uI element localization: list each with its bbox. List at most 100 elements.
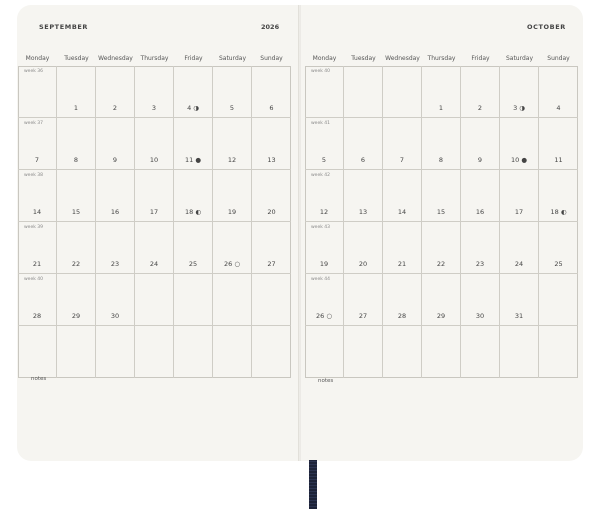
day-cell[interactable]: week 44 26 ○ [305, 274, 344, 326]
day-cell[interactable]: 3 ◑ [500, 66, 539, 118]
day-cell[interactable]: 24 [135, 222, 174, 274]
day-cell[interactable]: 6 [344, 118, 383, 170]
day-cell[interactable]: 29 [422, 274, 461, 326]
day-cell[interactable]: 3 [135, 66, 174, 118]
day-cell[interactable] [383, 66, 422, 118]
day-cell[interactable]: 14 [383, 170, 422, 222]
bookmark-ribbon[interactable] [309, 460, 317, 509]
day-cell[interactable] [135, 326, 174, 378]
day-cell[interactable]: 20 [344, 222, 383, 274]
day-cell[interactable]: 28 [383, 274, 422, 326]
day-cell[interactable]: 6 [252, 66, 291, 118]
day-cell[interactable]: 27 [344, 274, 383, 326]
day-cell[interactable] [539, 326, 578, 378]
day-cell[interactable]: 25 [539, 222, 578, 274]
day-cell[interactable]: 23 [96, 222, 135, 274]
day-cell[interactable]: week 39 21 [18, 222, 57, 274]
day-cell[interactable]: 2 [461, 66, 500, 118]
day-cell[interactable]: 17 [135, 170, 174, 222]
day-cell[interactable]: 15 [422, 170, 461, 222]
day-cell[interactable] [500, 326, 539, 378]
day-cell[interactable]: 10 [135, 118, 174, 170]
day-cell[interactable] [539, 274, 578, 326]
day-cell[interactable]: 4 [539, 66, 578, 118]
weekday-header: Wednesday [385, 55, 420, 62]
day-cell[interactable]: 30 [461, 274, 500, 326]
week-number: week 43 [311, 225, 330, 230]
day-number: 22 [436, 260, 446, 268]
day-cell[interactable]: 15 [57, 170, 96, 222]
day-cell[interactable]: 22 [422, 222, 461, 274]
day-cell[interactable]: 25 [174, 222, 213, 274]
day-cell[interactable]: 19 [213, 170, 252, 222]
day-cell[interactable]: week 43 19 [305, 222, 344, 274]
day-cell[interactable]: week 37 7 [18, 118, 57, 170]
day-cell[interactable]: 17 [500, 170, 539, 222]
day-cell[interactable]: 16 [96, 170, 135, 222]
day-cell[interactable]: 16 [461, 170, 500, 222]
day-cell[interactable]: 2 [96, 66, 135, 118]
day-cell[interactable] [174, 274, 213, 326]
day-cell[interactable]: week 38 14 [18, 170, 57, 222]
weekday-header: Saturday [505, 55, 534, 62]
day-cell[interactable]: 24 [500, 222, 539, 274]
day-cell[interactable]: 18 ◐ [174, 170, 213, 222]
day-cell[interactable]: 13 [344, 170, 383, 222]
day-cell[interactable]: 7 [383, 118, 422, 170]
day-cell[interactable]: 13 [252, 118, 291, 170]
day-cell[interactable] [213, 274, 252, 326]
day-cell[interactable]: 29 [57, 274, 96, 326]
day-cell[interactable]: 27 [252, 222, 291, 274]
day-cell[interactable] [96, 326, 135, 378]
day-cell[interactable] [252, 326, 291, 378]
day-cell[interactable]: 20 [252, 170, 291, 222]
day-cell[interactable] [305, 326, 344, 378]
day-cell[interactable]: 22 [57, 222, 96, 274]
day-cell[interactable]: 1 [57, 66, 96, 118]
day-cell[interactable]: week 41 5 [305, 118, 344, 170]
day-cell[interactable] [252, 274, 291, 326]
day-cell[interactable] [461, 326, 500, 378]
day-cell[interactable]: week 40 28 [18, 274, 57, 326]
day-cell[interactable]: week 36 [18, 66, 57, 118]
day-number: 20 [267, 208, 276, 216]
day-cell[interactable]: 9 [96, 118, 135, 170]
day-cell[interactable]: 8 [422, 118, 461, 170]
day-cell[interactable]: 21 [383, 222, 422, 274]
day-cell[interactable]: 11 ● [174, 118, 213, 170]
day-cell[interactable]: 12 [213, 118, 252, 170]
day-cell[interactable]: 30 [96, 274, 135, 326]
day-number: 24 [149, 260, 159, 268]
day-cell[interactable] [422, 326, 461, 378]
day-cell[interactable]: 8 [57, 118, 96, 170]
day-cell[interactable] [57, 326, 96, 378]
day-number: 16 [475, 208, 485, 216]
day-cell[interactable]: 23 [461, 222, 500, 274]
day-cell[interactable] [213, 326, 252, 378]
day-cell[interactable] [174, 326, 213, 378]
day-cell[interactable]: 18 ◐ [539, 170, 578, 222]
day-cell[interactable]: 26 ○ [213, 222, 252, 274]
day-number: 30 [110, 312, 120, 320]
day-number: 18 ◐ [184, 208, 201, 216]
day-number: 17 [149, 208, 159, 216]
day-cell[interactable]: 4 ◑ [174, 66, 213, 118]
day-cell[interactable]: 9 [461, 118, 500, 170]
day-cell[interactable]: week 40 [305, 66, 344, 118]
day-cell[interactable]: week 42 12 [305, 170, 344, 222]
calendar-grid: week 36 1 2 3 4 ◑ 5 6 week 37 7 8 9 10 11 ● 12 13 week … [18, 66, 291, 378]
day-cell[interactable] [344, 326, 383, 378]
weekday-header: Saturday [218, 55, 247, 62]
day-cell[interactable] [18, 326, 57, 378]
day-cell[interactable]: 5 [213, 66, 252, 118]
day-cell[interactable]: 10 ● [500, 118, 539, 170]
day-number: 8 [73, 156, 79, 164]
day-cell[interactable]: 31 [500, 274, 539, 326]
day-cell[interactable] [344, 66, 383, 118]
day-cell[interactable]: 1 [422, 66, 461, 118]
day-cell[interactable]: 11 [539, 118, 578, 170]
day-cell[interactable] [135, 274, 174, 326]
day-cell[interactable] [383, 326, 422, 378]
day-number: 12 [319, 208, 329, 216]
day-number: 10 ● [510, 156, 527, 164]
